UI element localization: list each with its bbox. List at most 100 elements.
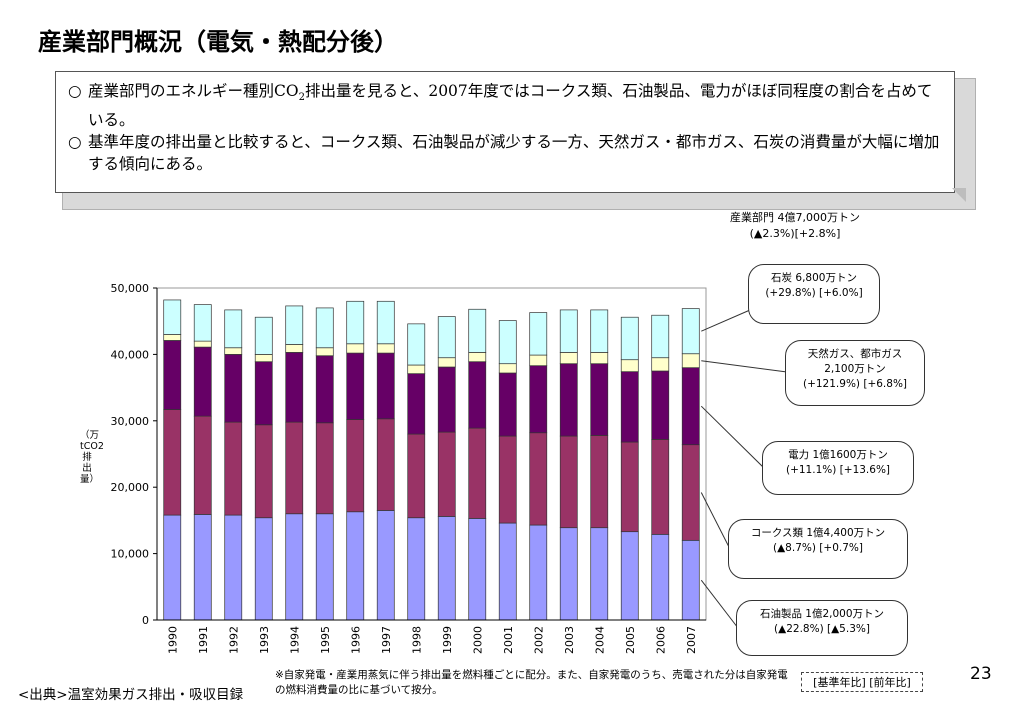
bar-segment-石炭-2003 [559,309,578,353]
bar-segment-石炭-1995 [315,307,334,349]
bar-segment-天然ガス、都市ガス-2003 [559,352,578,365]
x-tick-label: 2001 [502,626,515,654]
bar-segment-電力-1993 [254,361,273,426]
bar-segment-天然ガス、都市ガス-1997 [376,343,395,354]
bar-segment-石炭-2001 [498,320,517,365]
summary-item-2-text: 基準年度の排出量と比較すると、コークス類、石油製品が減少する一方、天然ガス・都市… [88,133,940,174]
bar-segment-石油製品-1992 [224,514,243,621]
bar-segment-コークス類-2001 [498,435,517,524]
bullet-mark: ○ [68,133,82,152]
bar-segment-電力-2001 [498,372,517,437]
bar-segment-石炭-2004 [590,309,609,353]
x-tick-label: 1990 [166,626,179,654]
summary-item-1: ○ 産業部門のエネルギー種別CO2排出量を見ると、2007年度ではコークス類、石… [68,80,942,131]
bar-segment-石油製品-1990 [163,514,182,621]
bar-segment-天然ガス、都市ガス-1999 [437,357,456,368]
total-callout-line1: 産業部門 4億7,000万トン [730,211,860,224]
footnote: ※自家発電・産業用蒸気に伴う排出量を燃料種ごとに配分。また、自家発電のうち、売電… [275,669,788,696]
bar-segment-天然ガス、都市ガス-2006 [651,357,670,372]
bar-segment-電力-2002 [529,365,548,434]
callout-coke-line2: (▲8.7%) [+0.7%] [773,542,863,554]
leader-gas [701,360,788,373]
bar-segment-コークス類-1999 [437,431,456,517]
bar-segment-コークス類-1990 [163,409,182,516]
bar-segment-石油製品-2002 [529,524,548,621]
bar-segment-石炭-2002 [529,312,548,356]
callout-coke-line1: コークス類 1億4,400万トン [750,527,886,539]
bar-segment-天然ガス、都市ガス-2000 [468,352,487,363]
bar-segment-電力-2000 [468,361,487,429]
bar-segment-天然ガス、都市ガス-1990 [163,334,182,341]
bar-segment-電力-1999 [437,366,456,433]
y-tick-label: 10,000 [111,548,150,561]
page-title: 産業部門概況（電気・熱配分後） [38,28,398,56]
bar-segment-電力-1992 [224,354,243,423]
callout-power-line1: 電力 1億1600万トン [788,449,888,461]
callout-gas: 天然ガス、都市ガス 2,100万トン (+121.9%) [+6.8%] [785,340,925,406]
leader-coal [701,309,751,332]
x-tick-label: 2002 [532,626,545,654]
bar-segment-石油製品-2005 [620,531,639,621]
bar-segment-石炭-2006 [651,314,670,359]
bar-segment-電力-1996 [346,352,365,420]
bar-segment-石油製品-1998 [407,517,426,621]
bar-segment-天然ガス、都市ガス-1994 [285,344,304,353]
callout-coal-line1: 石炭 6,800万トン [771,272,857,284]
bar-segment-電力-1998 [407,373,426,435]
bar-segment-天然ガス、都市ガス-2005 [620,359,639,373]
bar-segment-天然ガス、都市ガス-1996 [346,343,365,354]
bar-segment-石油製品-1994 [285,513,304,621]
bar-segment-コークス類-1997 [376,418,395,511]
bar-segment-石油製品-1996 [346,511,365,621]
bar-segment-コークス類-2003 [559,435,578,529]
x-tick-label: 2007 [685,626,698,654]
bar-segment-コークス類-1992 [224,421,243,516]
x-tick-label: 1993 [258,626,271,654]
bar-segment-石炭-1992 [224,309,243,349]
bar-segment-天然ガス、都市ガス-1998 [407,364,426,375]
callout-oil-line1: 石油製品 1億2,000万トン [759,608,885,620]
bar-segment-天然ガス、都市ガス-2007 [681,353,700,369]
callout-oil-line2: (▲22.8%) [▲5.3%] [774,623,870,635]
bar-segment-天然ガス、都市ガス-1993 [254,354,273,363]
page-number: 23 [970,664,992,684]
bar-segment-電力-1995 [315,355,334,424]
bar-segment-天然ガス、都市ガス-1992 [224,347,243,355]
bar-segment-コークス類-1994 [285,421,304,515]
total-callout-line2: (▲2.3%)[+2.8%] [749,227,841,240]
bullet-mark: ○ [68,82,82,100]
y-axis-label: （万tCO2排出量） [80,430,104,485]
bar-segment-石炭-2007 [681,308,700,355]
x-tick-label: 2005 [624,626,637,654]
bar-segment-石油製品-1997 [376,510,395,621]
callout-gas-line2: 2,100万トン [824,363,886,375]
callout-gas-line3: (+121.9%) [+6.8%] [802,378,908,390]
x-tick-label: 1995 [319,626,332,654]
x-tick-label: 1997 [380,626,393,654]
callout-coal: 石炭 6,800万トン (+29.8%) [+6.0%] [748,264,880,324]
bar-segment-コークス類-2007 [681,444,700,541]
x-tick-label: 1992 [227,626,240,654]
bar-segment-石炭-1990 [163,299,182,335]
x-tick-label: 2006 [654,626,667,654]
bar-segment-コークス類-2002 [529,432,548,526]
x-tick-label: 1994 [288,626,301,654]
callout-power: 電力 1億1600万トン (+11.1%) [+13.6%] [762,441,914,495]
callout-coal-line2: (+29.8%) [+6.0%] [765,287,863,299]
bar-segment-電力-1997 [376,352,395,420]
bar-segment-コークス類-2004 [590,435,609,529]
bar-segment-石炭-1993 [254,316,273,355]
summary-item-1-text: 産業部門のエネルギー種別CO2排出量を見ると、2007年度ではコークス類、石油製… [88,82,933,130]
bar-segment-天然ガス、都市ガス-1991 [193,340,212,348]
ratio-legend-key: [基準年比] [前年比] [801,672,923,692]
bar-segment-石油製品-2003 [559,527,578,621]
x-tick-label: 2004 [593,626,606,654]
summary-item-2: ○ 基準年度の排出量と比較すると、コークス類、石油製品が減少する一方、天然ガス・… [68,131,942,175]
callout-gas-line1: 天然ガス、都市ガス [807,348,903,360]
bar-segment-電力-2007 [681,367,700,446]
bar-segment-石油製品-2006 [651,533,670,621]
y-tick-label: 0 [142,614,149,627]
bar-segment-電力-1991 [193,346,212,417]
bar-segment-石炭-1998 [407,323,426,366]
